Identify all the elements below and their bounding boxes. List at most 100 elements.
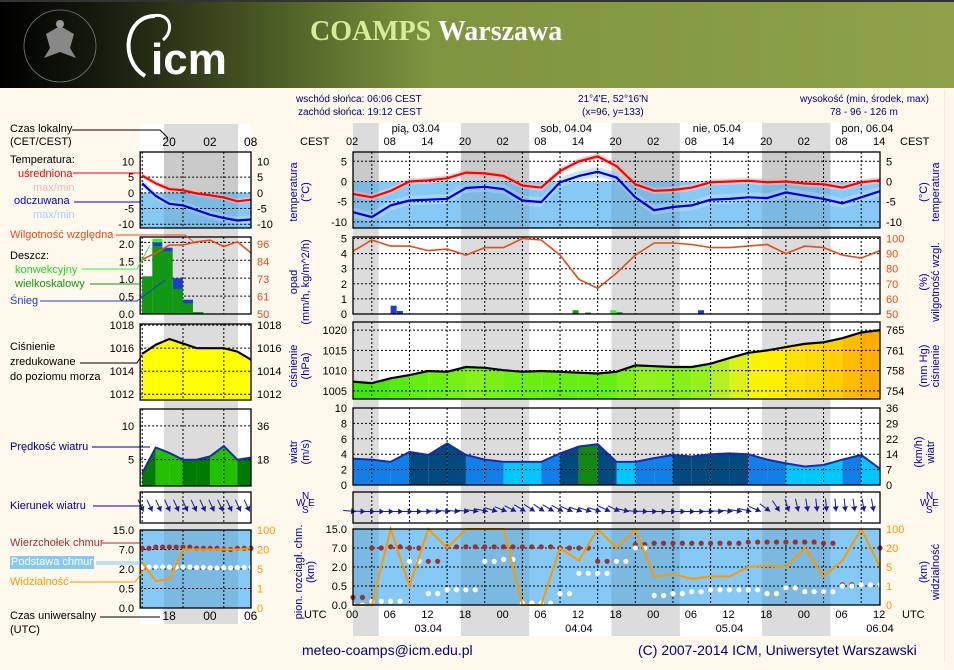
pressure-fill-segment bbox=[767, 347, 786, 399]
cloud-top-dot bbox=[378, 545, 384, 551]
cloud-base-dot bbox=[482, 558, 488, 564]
wind-arrow-head bbox=[445, 508, 451, 515]
wind-fill-segment bbox=[616, 461, 636, 485]
legend-humidity: Wilgotność względna bbox=[10, 229, 114, 241]
wind-fill-segment bbox=[353, 458, 372, 485]
wind-arrow-head bbox=[473, 507, 479, 514]
wind-arrow-head bbox=[165, 505, 171, 512]
pressure-line bbox=[141, 337, 252, 361]
utc-tick: 06 bbox=[835, 609, 847, 621]
cloud-base-dot bbox=[839, 583, 845, 589]
wind-fill-segment bbox=[183, 459, 197, 486]
temp-tick-right: -5 bbox=[886, 197, 896, 209]
pressure-tick-right: 754 bbox=[886, 386, 904, 398]
pressure-fill-segment bbox=[169, 338, 183, 400]
wind-tick-left: 10 bbox=[122, 421, 134, 433]
wind-arrow-head bbox=[200, 505, 207, 512]
wind-arrow-head bbox=[435, 508, 441, 515]
wind-arrow-head bbox=[519, 506, 526, 512]
humidity-line bbox=[141, 239, 252, 261]
precip-bar-large bbox=[585, 312, 592, 314]
day-label: pią, 03.04 bbox=[392, 123, 440, 135]
cloud-top-dot bbox=[689, 540, 695, 546]
cloud-base-dot bbox=[378, 598, 384, 604]
legend-pressure-2: zredukowane bbox=[10, 356, 76, 368]
cest-tick: 08 bbox=[685, 136, 697, 148]
grid-point: (x=96, y=133) bbox=[582, 107, 644, 118]
leader-snow bbox=[40, 279, 166, 302]
temp-tick-right: -5 bbox=[257, 204, 267, 216]
wind-tick-left: 10 bbox=[335, 403, 347, 415]
utc-tick: 00 bbox=[346, 609, 358, 621]
wind-speed-line bbox=[352, 442, 881, 470]
axis-title-cloud: pion. rozciągł. chm. (km) bbox=[293, 524, 317, 620]
temp-tick-left: 0 bbox=[341, 177, 347, 189]
wind-fill-segment bbox=[465, 454, 485, 485]
cloud-top-dot bbox=[642, 541, 648, 548]
cloud-base-dot bbox=[388, 598, 394, 604]
temp-feels-line bbox=[141, 182, 252, 222]
wind-arrow-head bbox=[491, 507, 498, 513]
utc-date-label: 04.04 bbox=[565, 623, 593, 635]
wind-arrow-head bbox=[576, 507, 582, 513]
rh-tick: 61 bbox=[257, 292, 269, 304]
cloud-top-dot bbox=[397, 544, 403, 550]
cloud-top-dot bbox=[717, 540, 723, 546]
utc-date-label: 06.04 bbox=[866, 623, 894, 635]
cloud-base-dot bbox=[214, 565, 220, 571]
visibility-tick-right: 100 bbox=[886, 524, 904, 536]
precip-tick: 2 bbox=[341, 279, 347, 291]
cloud-panel bbox=[139, 529, 252, 609]
cloud-top-dot bbox=[802, 539, 808, 545]
legend-temp-feels: odczuwana bbox=[14, 195, 70, 207]
pressure-line bbox=[352, 329, 881, 385]
wind-fill-segment bbox=[371, 459, 391, 485]
cloud-top-dot bbox=[604, 558, 610, 564]
legend-temperature: Temperatura: bbox=[10, 154, 75, 166]
cloud-tick-left: 0.5 bbox=[332, 581, 347, 593]
rh-tick: 50 bbox=[257, 309, 269, 321]
rh-tick: 96 bbox=[257, 239, 269, 251]
cloud-top-dot bbox=[160, 544, 166, 550]
precip-tick: 3 bbox=[341, 264, 347, 276]
cloud-tick-left: 7.0 bbox=[332, 543, 347, 555]
cest-tick: 14 bbox=[722, 136, 734, 148]
pressure-fill-segment bbox=[522, 371, 542, 399]
axis-title-rh: (%) wilgotność wzgl. bbox=[918, 242, 942, 322]
cloud-base-dot bbox=[463, 587, 469, 593]
wind-fill-segment bbox=[560, 446, 579, 485]
precip-panel bbox=[352, 236, 881, 315]
utc-date-label: 05.04 bbox=[716, 623, 744, 635]
pressure-fill-segment bbox=[183, 343, 197, 400]
legend-temp-avg-maxmin: max/min bbox=[33, 182, 75, 194]
contact-email[interactable]: meteo-coamps@icm.edu.pl bbox=[302, 642, 473, 658]
cloud-top-dot bbox=[529, 544, 535, 550]
cloud-base-dot bbox=[867, 582, 874, 588]
pressure-tick-left: 1015 bbox=[323, 345, 347, 357]
cloud-base-dot bbox=[623, 558, 629, 564]
cest-label-left: CEST bbox=[300, 136, 330, 148]
cloud-top-dot bbox=[698, 540, 704, 546]
cloud-top-dot bbox=[472, 544, 478, 550]
cloud-base-dot bbox=[595, 570, 601, 576]
wind-fill-segment bbox=[223, 446, 238, 486]
pressure-fill-segment bbox=[428, 371, 448, 399]
pressure-tick-right: 765 bbox=[886, 325, 904, 337]
leader-pressure bbox=[80, 354, 143, 364]
wind-fill-segment bbox=[237, 457, 251, 486]
wind-fill-segment bbox=[710, 453, 730, 485]
wind-tick-left: 6 bbox=[341, 434, 347, 446]
cloud-tick-left: 15.0 bbox=[326, 524, 347, 536]
wind-tick-right: 14 bbox=[886, 449, 898, 461]
pressure-fill-segment bbox=[409, 371, 429, 399]
temp-tick-left: 10 bbox=[122, 156, 134, 168]
wind-arrow-head bbox=[209, 505, 215, 512]
rh-tick: 80 bbox=[886, 264, 898, 276]
utc-label-right: UTC bbox=[902, 609, 925, 621]
cloud-base-dot bbox=[166, 564, 172, 570]
pressure-tick-left: 1014 bbox=[110, 366, 134, 378]
wind-arrow-head bbox=[227, 505, 233, 512]
cloud-base-dot bbox=[444, 587, 450, 593]
temp-tick-left: -10 bbox=[118, 219, 134, 231]
cloud-base-dot bbox=[660, 592, 667, 599]
